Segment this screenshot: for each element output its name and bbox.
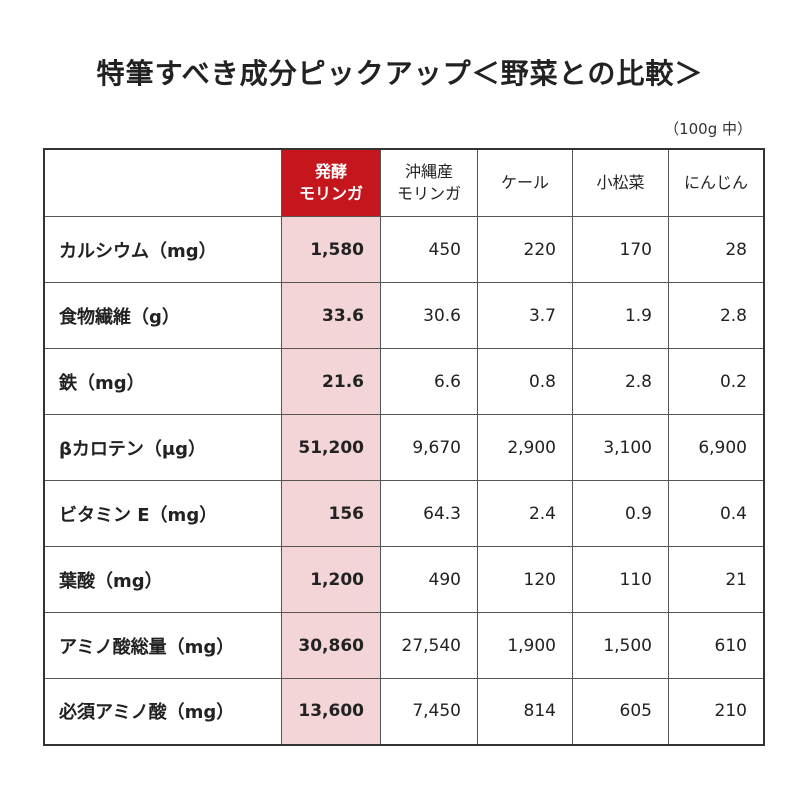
unit-note: （100g 中） (664, 120, 752, 138)
header-line: 発酵 (314, 162, 347, 181)
cell-value: 156 (281, 480, 381, 547)
table-row: 食物繊維（g） 33.6 30.6 3.7 1.9 2.8 (43, 282, 765, 349)
header-line: モリンガ (396, 184, 461, 203)
cell-value: 30.6 (380, 282, 478, 349)
cell-value: 0.9 (572, 480, 669, 547)
corner-cell (43, 148, 282, 217)
comparison-table: 発酵 モリンガ 沖縄産 モリンガ ケール 小松菜 にんじん カルシウム（mg） 1,580 450… (43, 148, 765, 746)
column-header: 沖縄産 モリンガ (380, 148, 478, 217)
header-row: 発酵 モリンガ 沖縄産 モリンガ ケール 小松菜 にんじん (43, 148, 765, 217)
cell-value: 0.4 (668, 480, 765, 547)
header-line: 小松菜 (596, 173, 645, 192)
column-header: ケール (477, 148, 573, 217)
table-row: 鉄（mg） 21.6 6.6 0.8 2.8 0.2 (43, 348, 765, 415)
cell-value: 2,900 (477, 414, 573, 481)
cell-value: 64.3 (380, 480, 478, 547)
cell-value: 1.9 (572, 282, 669, 349)
table-row: カルシウム（mg） 1,580 450 220 170 28 (43, 216, 765, 283)
cell-value: 9,670 (380, 414, 478, 481)
table-row: 必須アミノ酸（mg） 13,600 7,450 814 605 210 (43, 678, 765, 745)
cell-value: 450 (380, 216, 478, 283)
column-header: にんじん (668, 148, 765, 217)
title: 特筆すべき成分ピックアップ＜野菜との比較＞ (96, 57, 704, 90)
header-line: ケール (500, 173, 549, 192)
cell-value: 0.8 (477, 348, 573, 415)
row-label: 葉酸（mg） (43, 546, 282, 613)
cell-value: 610 (668, 612, 765, 679)
header-line: モリンガ (298, 184, 363, 203)
cell-value: 33.6 (281, 282, 381, 349)
header-line: 沖縄産 (404, 162, 453, 181)
cell-value: 120 (477, 546, 573, 613)
cell-value: 21 (668, 546, 765, 613)
cell-value: 28 (668, 216, 765, 283)
cell-value: 220 (477, 216, 573, 283)
cell-value: 51,200 (281, 414, 381, 481)
cell-value: 1,580 (281, 216, 381, 283)
cell-value: 21.6 (281, 348, 381, 415)
table-row: 葉酸（mg） 1,200 490 120 110 21 (43, 546, 765, 613)
cell-value: 605 (572, 678, 669, 745)
row-label: 鉄（mg） (43, 348, 282, 415)
cell-value: 27,540 (380, 612, 478, 679)
row-label: 食物繊維（g） (43, 282, 282, 349)
cell-value: 6.6 (380, 348, 478, 415)
cell-value: 2.8 (572, 348, 669, 415)
row-label: アミノ酸総量（mg） (43, 612, 282, 679)
header-line: にんじん (683, 173, 748, 192)
row-label: ビタミン E（mg） (43, 480, 282, 547)
row-label: 必須アミノ酸（mg） (43, 678, 282, 745)
cell-value: 1,900 (477, 612, 573, 679)
cell-value: 1,500 (572, 612, 669, 679)
row-label: カルシウム（mg） (43, 216, 282, 283)
cell-value: 170 (572, 216, 669, 283)
table-row: ビタミン E（mg） 156 64.3 2.4 0.9 0.4 (43, 480, 765, 547)
cell-value: 1,200 (281, 546, 381, 613)
row-label: βカロテン（μg） (43, 414, 282, 481)
cell-value: 814 (477, 678, 573, 745)
table-row: アミノ酸総量（mg） 30,860 27,540 1,900 1,500 610 (43, 612, 765, 679)
cell-value: 3.7 (477, 282, 573, 349)
cell-value: 110 (572, 546, 669, 613)
cell-value: 13,600 (281, 678, 381, 745)
cell-value: 3,100 (572, 414, 669, 481)
cell-value: 210 (668, 678, 765, 745)
cell-value: 2.8 (668, 282, 765, 349)
table-row: βカロテン（μg） 51,200 9,670 2,900 3,100 6,900 (43, 414, 765, 481)
cell-value: 30,860 (281, 612, 381, 679)
cell-value: 2.4 (477, 480, 573, 547)
column-header: 発酵 モリンガ (281, 148, 381, 217)
cell-value: 6,900 (668, 414, 765, 481)
cell-value: 7,450 (380, 678, 478, 745)
column-header: 小松菜 (572, 148, 669, 217)
cell-value: 0.2 (668, 348, 765, 415)
cell-value: 490 (380, 546, 478, 613)
